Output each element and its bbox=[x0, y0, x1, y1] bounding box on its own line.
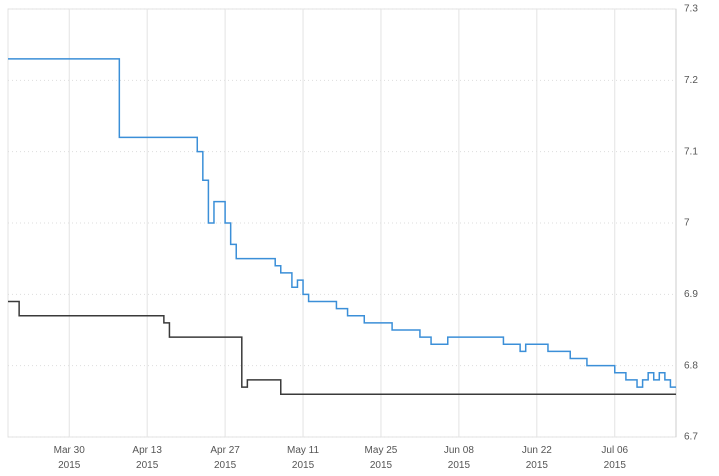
y-tick-label: 6.8 bbox=[684, 360, 698, 371]
x-tick-label: Apr 27 2015 bbox=[210, 445, 240, 471]
y-tick-label: 7.1 bbox=[684, 146, 698, 157]
x-tick-label: Mar 30 2015 bbox=[53, 445, 85, 471]
x-tick-label: May 11 2015 bbox=[287, 445, 320, 471]
series-line bbox=[8, 300, 676, 395]
series-line bbox=[8, 58, 676, 388]
x-tick-label: Jun 08 2015 bbox=[443, 445, 474, 471]
y-tick-label: 7.3 bbox=[684, 4, 698, 15]
x-tick-label: Jul 06 2015 bbox=[601, 445, 629, 471]
y-tick-label: 7.2 bbox=[684, 75, 698, 86]
y-tick-label: 6.7 bbox=[684, 432, 698, 443]
x-tick-label: Apr 13 2015 bbox=[132, 445, 162, 471]
x-tick-label: May 25 2015 bbox=[364, 445, 398, 471]
x-tick-label: Jun 22 2015 bbox=[521, 445, 552, 471]
y-tick-label: 7 bbox=[684, 218, 690, 229]
y-tick-label: 6.9 bbox=[684, 289, 698, 300]
